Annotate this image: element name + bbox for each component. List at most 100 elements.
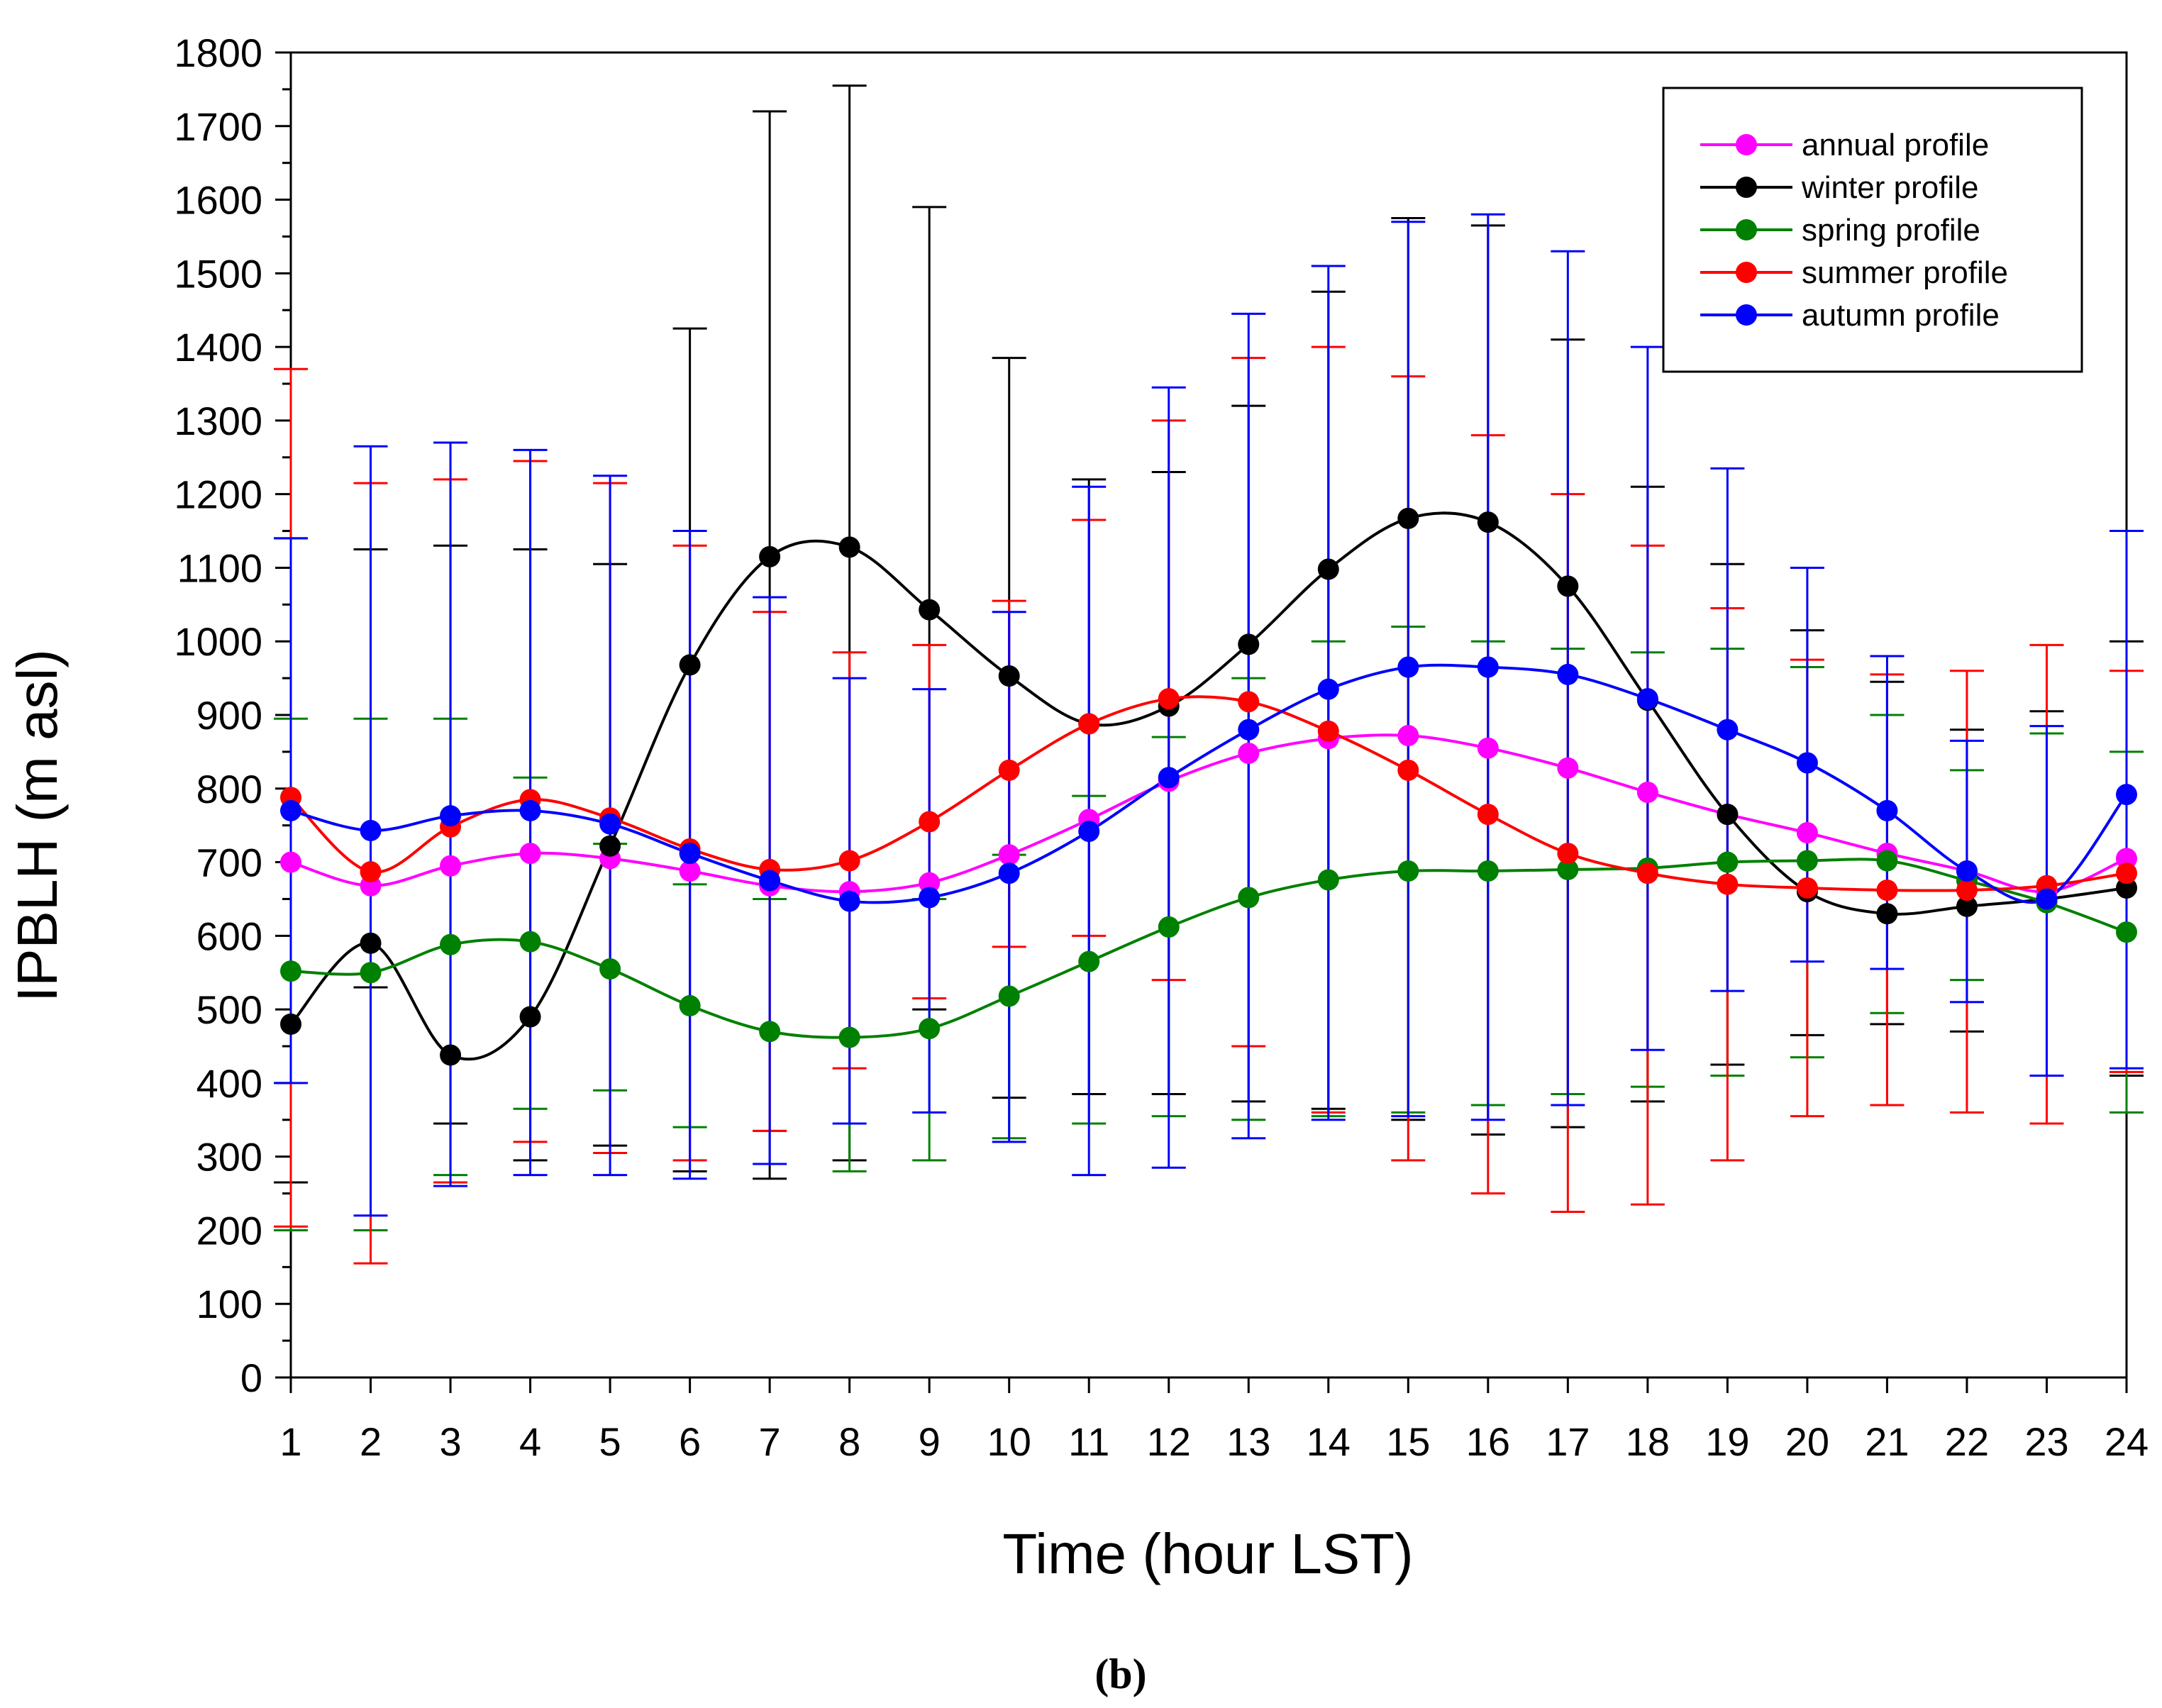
autumn-point <box>440 805 462 827</box>
winter-point <box>1397 507 1419 529</box>
x-tick-label: 7 <box>759 1419 781 1464</box>
x-tick-label: 24 <box>2105 1419 2149 1464</box>
legend: annual profile winter profile spring profi… <box>1662 87 2083 373</box>
winter-point <box>519 1006 541 1028</box>
y-tick-label: 500 <box>196 987 262 1032</box>
summer-point <box>919 811 941 833</box>
x-tick-label: 15 <box>1386 1419 1430 1464</box>
annual-legend-label: annual profile <box>1802 128 1989 162</box>
winter-point <box>1557 575 1579 597</box>
autumn-point <box>1477 656 1499 678</box>
x-tick-label: 5 <box>599 1419 621 1464</box>
y-tick-label: 1600 <box>174 178 262 223</box>
summer-point <box>1956 879 1978 901</box>
winter-point <box>440 1044 462 1066</box>
spring-point <box>1717 851 1739 873</box>
summer-point <box>1078 713 1100 735</box>
annual-point <box>1557 757 1579 779</box>
summer-point <box>1717 873 1739 895</box>
spring-point <box>1078 950 1100 972</box>
annual-point <box>1796 822 1818 844</box>
winter-legend-label: winter profile <box>1801 170 1978 205</box>
autumn-point <box>1397 656 1419 678</box>
summer-point <box>1158 688 1180 710</box>
series-markers <box>280 507 2137 1066</box>
summer-point <box>1238 691 1260 713</box>
autumn-point <box>759 870 781 892</box>
x-tick-label: 4 <box>519 1419 541 1464</box>
annual-point <box>1477 737 1499 759</box>
spring-point <box>1477 860 1499 882</box>
series-lines <box>289 511 2128 1061</box>
spring-point <box>1397 860 1419 882</box>
x-tick-label: 11 <box>1068 1419 1109 1464</box>
winter-point <box>919 599 941 621</box>
x-tick-label: 1 <box>279 1419 301 1464</box>
y-tick-label: 100 <box>196 1282 262 1326</box>
x-tick-label: 16 <box>1466 1419 1510 1464</box>
x-tick-label: 3 <box>439 1419 461 1464</box>
y-tick-label: 0 <box>240 1355 262 1400</box>
y-axis: 0 100 200 300 400 500 600 700 800 900 1000 1100 1200… <box>174 30 291 1400</box>
x-tick-label: 17 <box>1546 1419 1590 1464</box>
autumn-point <box>1876 799 1898 821</box>
spring-legend-marker <box>1736 219 1757 240</box>
autumn-point <box>679 843 701 865</box>
spring-point <box>679 994 701 1016</box>
spring-point <box>440 933 462 955</box>
annual-point <box>519 843 541 865</box>
x-tick-label: 23 <box>2024 1419 2068 1464</box>
summer-point <box>1397 759 1419 781</box>
autumn-point <box>1078 820 1100 842</box>
winter-point <box>599 835 621 857</box>
winter-point <box>679 654 701 676</box>
x-tick-label: 20 <box>1785 1419 1829 1464</box>
y-tick-label: 1300 <box>174 399 262 443</box>
winter-point <box>998 665 1020 687</box>
y-tick-label: 1200 <box>174 472 262 517</box>
autumn-legend-marker <box>1736 304 1757 326</box>
x-tick-label: 9 <box>919 1419 941 1464</box>
y-tick-label: 300 <box>196 1135 262 1180</box>
spring-point <box>1876 850 1898 872</box>
spring-point <box>1317 869 1339 891</box>
spring-point <box>998 985 1020 1007</box>
x-tick-label: 6 <box>679 1419 701 1464</box>
x-axis: 1 2 3 4 5 6 7 8 9 10 11 12 13 14 15 16 17 18 19 20 21 22 23 24 <box>279 1377 2149 1464</box>
autumn-point <box>2116 784 2137 806</box>
annual-point <box>998 844 1020 866</box>
y-tick-label: 1500 <box>174 251 262 296</box>
summer-point <box>1636 863 1658 884</box>
y-tick-label: 900 <box>196 693 262 738</box>
spring-point <box>759 1021 781 1043</box>
annual-point <box>440 855 462 877</box>
autumn-point <box>280 799 301 821</box>
summer-legend-marker <box>1736 262 1757 283</box>
y-tick-label: 200 <box>196 1208 262 1253</box>
x-axis-title: Time (hour LST) <box>1002 1522 1413 1585</box>
autumn-line <box>290 663 2128 904</box>
autumn-legend-label: autumn profile <box>1802 298 2000 333</box>
spring-point <box>919 1018 941 1040</box>
y-tick-label: 600 <box>196 914 262 958</box>
x-tick-label: 19 <box>1705 1419 1749 1464</box>
winter-point <box>1717 804 1739 826</box>
spring-point <box>280 960 301 982</box>
summer-point <box>838 850 860 872</box>
winter-point <box>1238 633 1260 655</box>
annual-point <box>280 851 301 873</box>
annual-point <box>1636 781 1658 803</box>
autumn-point <box>998 863 1020 884</box>
summer-line <box>289 695 2127 892</box>
x-tick-label: 18 <box>1626 1419 1670 1464</box>
x-tick-label: 10 <box>987 1419 1031 1464</box>
winter-point <box>360 932 382 954</box>
summer-point <box>998 759 1020 781</box>
summer-point <box>1317 720 1339 742</box>
autumn-point <box>519 799 541 821</box>
autumn-point <box>1956 860 1978 882</box>
autumn-point <box>1717 719 1739 741</box>
winter-point <box>1876 903 1898 925</box>
spring-legend-label: spring profile <box>1802 213 1980 248</box>
